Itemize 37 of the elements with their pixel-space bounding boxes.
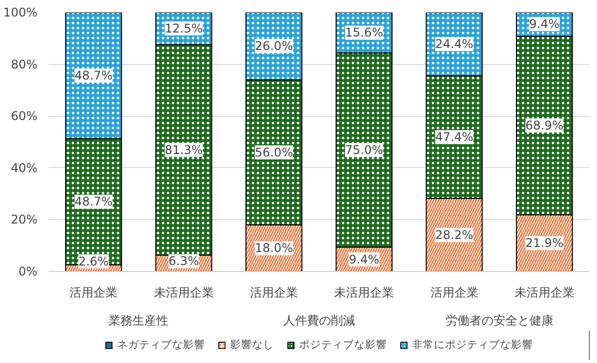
y-tick-label: 100% xyxy=(3,6,38,20)
x-tick-label: 活用企業 xyxy=(250,286,298,300)
y-tick-label: 40% xyxy=(10,160,38,175)
legend-label: 非常にポジティブな影響 xyxy=(412,338,533,352)
legend-label: ポジティブな影響 xyxy=(299,338,387,352)
data-label: 12.5% xyxy=(164,21,203,36)
data-label: 15.6% xyxy=(345,26,384,40)
data-label: 9.4% xyxy=(348,252,380,266)
y-tick-label: 0% xyxy=(18,264,38,278)
data-label: 47.4% xyxy=(435,130,474,144)
text: 人件費の削減 xyxy=(283,314,355,328)
text: 業務生産性 xyxy=(108,314,169,328)
x-tick-label: 未活用企業 xyxy=(154,286,214,300)
x-tick-label: 未活用企業 xyxy=(514,286,574,300)
x-tick-label: 活用企業 xyxy=(70,286,118,300)
y-tick-label: 60% xyxy=(10,109,38,124)
data-label: 24.4% xyxy=(435,37,474,52)
data-label: 56.0% xyxy=(254,145,293,160)
data-label: 28.2% xyxy=(435,228,474,242)
x-tick-label: 未活用企業 xyxy=(334,286,394,300)
data-label: 18.0% xyxy=(254,241,293,256)
y-tick-label: 80% xyxy=(10,57,38,72)
legend-label: ネガティブな影響 xyxy=(117,338,205,352)
legend-label: 影響なし xyxy=(230,338,274,352)
data-label: 26.0% xyxy=(254,39,293,54)
data-label: 9.4% xyxy=(529,17,560,32)
y-tick-label: 20% xyxy=(10,212,38,227)
data-label: 2.6% xyxy=(78,254,109,268)
data-label: 81.3% xyxy=(164,142,203,157)
data-label: 21.9% xyxy=(525,236,564,250)
data-label: 48.7% xyxy=(74,194,113,209)
text: 労働者の安全と健康 xyxy=(445,314,554,328)
x-tick-label: 活用企業 xyxy=(430,286,478,300)
data-label: 75.0% xyxy=(345,143,384,158)
data-label: 6.3% xyxy=(168,254,200,268)
data-label: 48.7% xyxy=(74,68,113,83)
data-label: 68.9% xyxy=(525,118,564,133)
